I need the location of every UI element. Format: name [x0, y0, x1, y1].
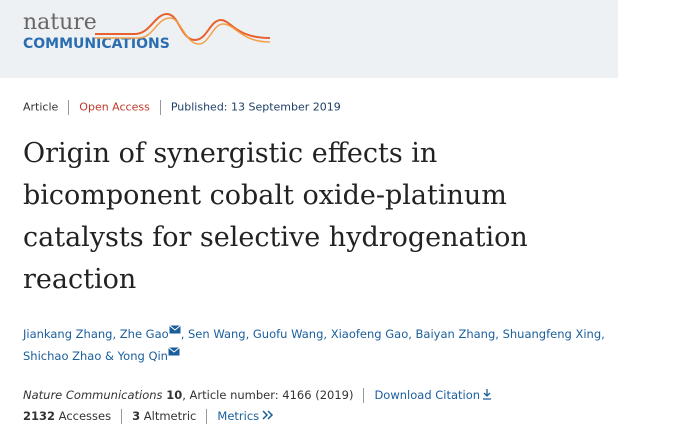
accesses-count: 2132 — [23, 409, 56, 423]
title-line: bicomponent cobalt oxide-platinum — [23, 180, 507, 211]
mail-icon[interactable] — [168, 347, 180, 356]
altmetric-label: Altmetric — [143, 409, 197, 423]
logo-top[interactable]: nature — [23, 10, 97, 35]
header-band: nature COMMUNICATIONS — [0, 0, 618, 78]
download-icon[interactable] — [482, 389, 492, 400]
download-citation[interactable]: Download Citation — [374, 388, 481, 402]
authors[interactable]: Shichao Zhao & Yong Qin — [23, 349, 168, 363]
authors-line: Shichao Zhao & Yong Qin — [23, 347, 180, 363]
authors-line: Jiankang Zhang, Zhe Gao , Sen Wang, Guofu… — [23, 325, 605, 341]
journal: Nature Communications — [23, 388, 163, 402]
title-line: catalysts for selective hydrogenation — [23, 222, 528, 253]
authors[interactable]: , Sen Wang, Guofu Wang, Xiaofeng Gao, Ba… — [180, 327, 605, 341]
article-info: , Article number: 4166 (2019) — [182, 388, 354, 402]
citation-line: Nature Communications 10, Article number… — [23, 388, 492, 403]
metrics-link[interactable]: Metrics — [217, 409, 260, 423]
logo-bottom[interactable]: COMMUNICATIONS — [23, 36, 170, 52]
authors[interactable]: Jiankang Zhang, Zhe Gao — [23, 327, 169, 341]
logo-waves — [95, 12, 270, 45]
separator — [206, 409, 208, 424]
volume: 10 — [166, 388, 183, 402]
mail-icon[interactable] — [168, 325, 181, 334]
title-line: reaction — [23, 264, 137, 295]
article-type: Article — [23, 100, 59, 114]
chevron-icon[interactable] — [262, 410, 274, 420]
separator — [363, 388, 365, 403]
altmetric-count: 3 — [132, 409, 141, 423]
separator — [159, 100, 161, 115]
meta-line: Article Open Access Published: 13 Septembe… — [23, 100, 341, 115]
title-line: Origin of synergistic effects in — [23, 138, 438, 169]
metrics-line: 2132 Accesses 3 Altmetric Metrics — [23, 409, 274, 424]
open-access: Open Access — [79, 100, 150, 114]
accesses-label: Accesses — [58, 409, 112, 423]
separator — [121, 409, 123, 424]
separator — [68, 100, 70, 115]
published-date: Published: 13 September 2019 — [170, 100, 341, 114]
